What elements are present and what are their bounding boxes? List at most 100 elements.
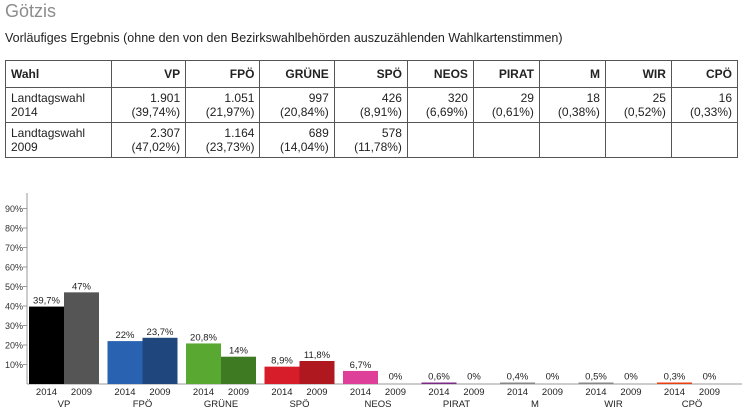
x-category-label: M bbox=[531, 399, 539, 410]
table-cell: 29 (0,61%) bbox=[472, 87, 540, 123]
x-year-label: 2009 bbox=[306, 387, 327, 398]
x-year-label: 2014 bbox=[114, 387, 135, 398]
bar bbox=[421, 382, 457, 384]
row-label-line: 2009 bbox=[11, 140, 38, 154]
cell-percent: (0,61%) bbox=[491, 105, 534, 119]
x-year-label: 2009 bbox=[699, 387, 720, 398]
table-cell: 1.051 (21,97%) bbox=[185, 87, 261, 123]
bar-value-label: 0% bbox=[467, 372, 481, 383]
header-wir: WIR bbox=[604, 60, 672, 88]
x-year-label: 2009 bbox=[620, 387, 641, 398]
table-cell bbox=[538, 122, 606, 158]
bar bbox=[221, 356, 256, 384]
cell-votes: 2.307 bbox=[150, 126, 181, 140]
cell-votes: 16 bbox=[718, 91, 732, 105]
x-category-label: FPÖ bbox=[133, 399, 153, 410]
y-tick-label: 30% bbox=[5, 321, 23, 331]
y-tick-label: 20% bbox=[5, 341, 23, 351]
cell-votes: 997 bbox=[308, 91, 329, 105]
bar bbox=[657, 382, 692, 384]
x-year-label: 2014 bbox=[271, 387, 292, 398]
results-table: Wahl VP FPÖ GRÜNE SPÖ NEOS PIRAT M WIR C… bbox=[5, 60, 739, 158]
cell-votes: 1.901 bbox=[150, 91, 181, 105]
bar bbox=[186, 343, 221, 384]
bar-value-label: 6,7% bbox=[350, 360, 372, 371]
y-tick-label: 50% bbox=[5, 282, 23, 292]
table-cell bbox=[406, 122, 474, 158]
cell-votes: 578 bbox=[381, 126, 402, 140]
cell-votes: 320 bbox=[447, 91, 468, 105]
cell-percent: (11,78%) bbox=[354, 140, 402, 154]
header-spoe: SPÖ bbox=[333, 60, 408, 88]
x-category-label: CPÖ bbox=[682, 399, 703, 410]
page-title: Götzis bbox=[5, 1, 57, 21]
table-cell: 320 (6,69%) bbox=[406, 87, 474, 123]
bar-value-label: 47% bbox=[72, 281, 92, 292]
bar-value-label: 0% bbox=[389, 372, 403, 383]
cell-votes: 426 bbox=[381, 91, 402, 105]
y-tick-label: 40% bbox=[5, 302, 23, 312]
header-fpoe: FPÖ bbox=[185, 60, 261, 88]
cell-percent: (0,38%) bbox=[557, 105, 600, 119]
bar bbox=[578, 382, 614, 384]
x-category-label: NEOS bbox=[365, 399, 392, 410]
bar-value-label: 20,8% bbox=[190, 332, 217, 343]
bar-value-label: 0,5% bbox=[585, 372, 607, 383]
y-tick-label: 90% bbox=[5, 204, 23, 214]
table-cell bbox=[604, 122, 672, 158]
header-neos: NEOS bbox=[406, 60, 474, 88]
bar bbox=[299, 360, 335, 384]
bar-value-label: 8,9% bbox=[271, 356, 293, 367]
bar bbox=[142, 337, 178, 384]
cell-percent: (39,74%) bbox=[131, 105, 181, 119]
x-year-label: 2014 bbox=[585, 387, 606, 398]
row-label-line: Landtagswahl bbox=[11, 91, 86, 105]
table-cell bbox=[472, 122, 540, 158]
x-year-label: 2009 bbox=[463, 387, 484, 398]
table-cell: 1.901 (39,74%) bbox=[110, 87, 187, 123]
cell-percent: (14,04%) bbox=[280, 140, 329, 154]
table-cell: 18 (0,38%) bbox=[538, 87, 606, 123]
row-label-line: 2014 bbox=[11, 105, 38, 119]
bar-value-label: 14% bbox=[229, 346, 249, 357]
results-bar-chart: 10% 20% 30% 40% 50% 60% 70% 80% 90% 39,7% 2014 47% 2… bbox=[5, 193, 742, 410]
cell-votes: 689 bbox=[308, 126, 329, 140]
x-category-label: GRÜNE bbox=[204, 399, 238, 410]
x-year-label: 2009 bbox=[542, 387, 563, 398]
x-year-label: 2014 bbox=[350, 387, 371, 398]
bar-value-label: 39,7% bbox=[33, 296, 60, 307]
table-header-row: Wahl VP FPÖ GRÜNE SPÖ NEOS PIRAT M WIR C… bbox=[5, 60, 739, 88]
cell-votes: 18 bbox=[586, 91, 600, 105]
bar-value-label: 0,3% bbox=[664, 372, 686, 383]
table-cell: 426 (8,91%) bbox=[333, 87, 408, 123]
table-row: Landtagswahl 2014 1.901 (39,74%) 1.051 (21,97… bbox=[5, 87, 739, 123]
x-category-label: PIRAT bbox=[443, 399, 470, 410]
header-wahl: Wahl bbox=[5, 60, 112, 88]
header-cpoe: CPÖ bbox=[670, 60, 739, 88]
y-tick-label: 70% bbox=[5, 243, 23, 253]
page-subtitle: Vorläufiges Ergebnis (ohne den von den B… bbox=[5, 31, 563, 45]
x-year-label: 2014 bbox=[664, 387, 685, 398]
bar-value-label: 0% bbox=[546, 372, 560, 383]
x-year-label: 2009 bbox=[385, 387, 406, 398]
cell-votes: 25 bbox=[652, 91, 666, 105]
table-cell: 689 (14,04%) bbox=[259, 122, 335, 158]
cell-votes: 29 bbox=[520, 91, 534, 105]
table-row: Landtagswahl 2009 2.307 (47,02%) 1.164 (23,73… bbox=[5, 122, 739, 158]
bar bbox=[343, 370, 378, 384]
cell-percent: (21,97%) bbox=[205, 105, 255, 119]
bar-value-label: 23,7% bbox=[147, 327, 174, 338]
bar-value-label: 11,8% bbox=[304, 350, 331, 361]
x-year-label: 2009 bbox=[228, 387, 249, 398]
bar bbox=[264, 366, 300, 384]
table-cell bbox=[670, 122, 739, 158]
cell-votes: 1.051 bbox=[224, 91, 255, 105]
bar-value-label: 0% bbox=[624, 372, 638, 383]
cell-percent: (0,33%) bbox=[689, 105, 732, 119]
x-year-label: 2014 bbox=[36, 387, 57, 398]
header-m: M bbox=[538, 60, 606, 88]
x-year-label: 2014 bbox=[507, 387, 528, 398]
cell-percent: (0,52%) bbox=[623, 105, 666, 119]
x-category-label: SPÖ bbox=[289, 399, 309, 410]
cell-percent: (20,84%) bbox=[280, 105, 329, 119]
